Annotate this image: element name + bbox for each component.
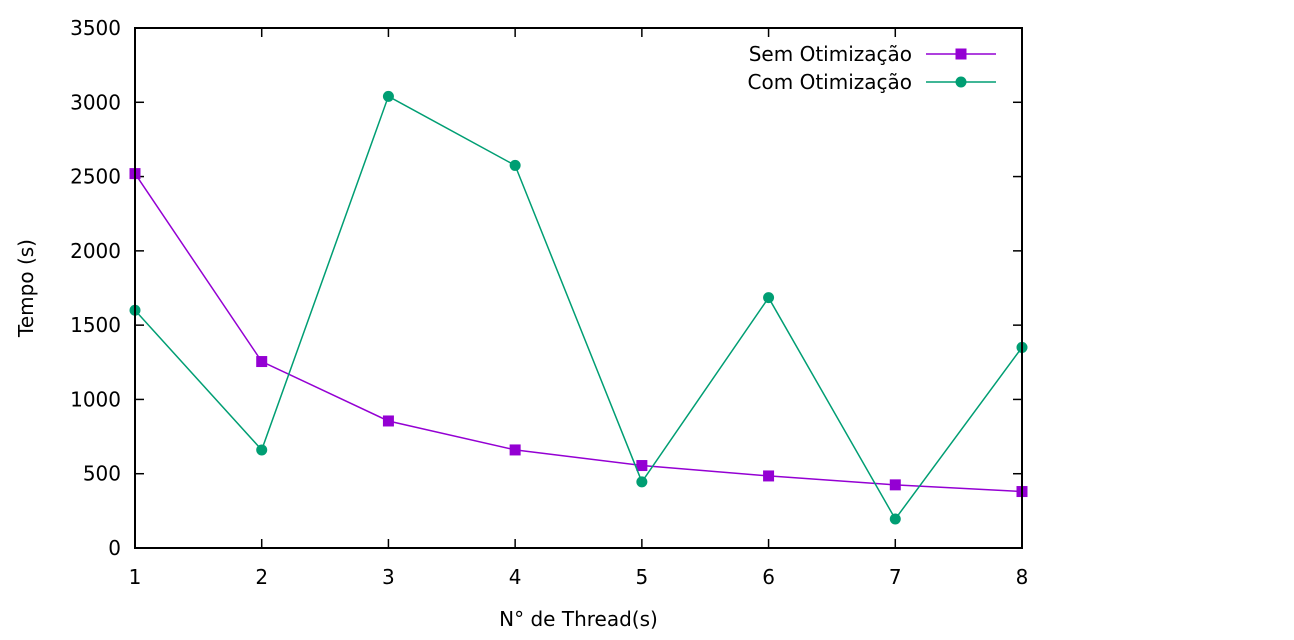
legend-label: Com Otimização xyxy=(748,70,912,94)
y-tick-label: 2500 xyxy=(70,165,121,189)
x-tick-label: 6 xyxy=(762,565,775,589)
x-tick-label: 5 xyxy=(635,565,648,589)
data-point-circle xyxy=(382,90,394,102)
data-point-circle xyxy=(763,292,775,304)
data-point-square xyxy=(509,444,521,456)
legend-marker-circle xyxy=(955,76,967,88)
y-tick-label: 3500 xyxy=(70,16,121,40)
y-tick-label: 1000 xyxy=(70,387,121,411)
plot-frame xyxy=(134,27,1023,549)
data-point-square xyxy=(889,479,901,491)
x-tick-label: 4 xyxy=(509,565,522,589)
x-tick-label: 8 xyxy=(1016,565,1029,589)
y-axis-label: Tempo (s) xyxy=(14,239,38,338)
data-point-circle xyxy=(256,444,268,456)
y-tick-label: 500 xyxy=(83,462,121,486)
data-point-circle xyxy=(636,476,648,488)
x-tick-label: 2 xyxy=(255,565,268,589)
tick-labels: 1 2 3 4 5 6 7 8 0 500 1000 1500 2000 2500 3000 3500 xyxy=(70,16,1028,589)
data-point-square xyxy=(763,470,775,482)
data-point-square xyxy=(382,415,394,427)
x-tick-label: 7 xyxy=(889,565,902,589)
y-tick-label: 1500 xyxy=(70,313,121,337)
x-tick-label: 3 xyxy=(382,565,395,589)
legend: Sem Otimização Com Otimização xyxy=(748,42,996,94)
data-point-circle xyxy=(889,513,901,525)
legend-entry-sem-otimizacao: Sem Otimização xyxy=(749,42,996,66)
x-tick-label: 1 xyxy=(129,565,142,589)
data-point-square xyxy=(636,460,648,472)
y-tick-label: 3000 xyxy=(70,90,121,114)
x-axis-label: N° de Thread(s) xyxy=(499,607,658,631)
y-tick-label: 2000 xyxy=(70,239,121,263)
y-tick-label: 0 xyxy=(108,536,121,560)
legend-label: Sem Otimização xyxy=(749,42,912,66)
data-point-circle xyxy=(509,159,521,171)
legend-entry-com-otimizacao: Com Otimização xyxy=(748,70,996,94)
data-point-square xyxy=(256,356,268,368)
series-layer xyxy=(129,90,1028,525)
legend-marker-square xyxy=(955,48,967,60)
series-line xyxy=(134,95,1023,521)
series-line xyxy=(134,173,1023,493)
axis-ticks xyxy=(134,27,1023,549)
